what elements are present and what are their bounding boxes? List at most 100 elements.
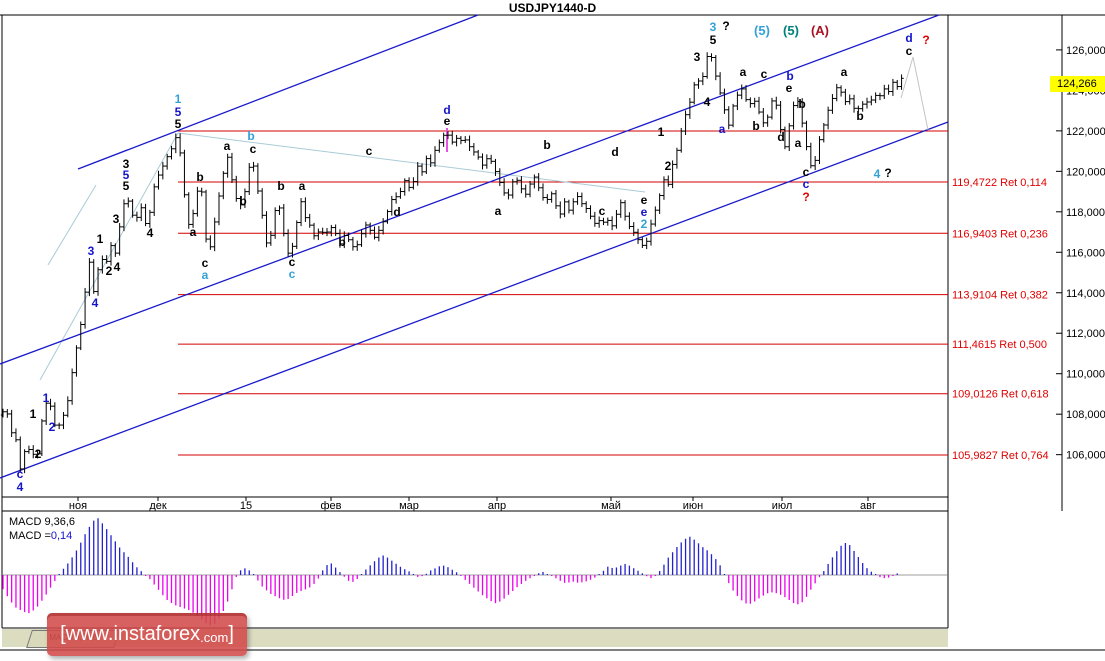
- wave-label: 2: [106, 264, 113, 278]
- wave-label: d: [393, 205, 400, 219]
- x-axis-label: фев: [320, 500, 341, 512]
- wave-label: b: [338, 235, 345, 249]
- wave-label: 1: [97, 232, 104, 246]
- wave-label: ?: [722, 19, 729, 33]
- wave-label: ?: [884, 166, 891, 180]
- y-axis-label: 118,000: [1066, 207, 1105, 219]
- y-axis-label: 108,000: [1066, 409, 1105, 421]
- chart-title: USDJPY1440-D: [508, 1, 597, 15]
- wave-label: a: [495, 204, 502, 218]
- wave-label: c: [803, 165, 810, 179]
- wave-label: 5: [123, 179, 130, 193]
- wave-label: ?: [802, 190, 809, 204]
- wave-label: b: [239, 194, 246, 208]
- wave-label: 2: [49, 420, 56, 434]
- fib-label: 105,9827 Ret 0,764: [952, 450, 1049, 462]
- x-axis-label: 15: [240, 500, 252, 512]
- y-axis-label: 122,000: [1066, 126, 1105, 138]
- wave-label: 3: [694, 50, 701, 64]
- macd-panel[interactable]: [2, 518, 947, 626]
- wave-label: b: [543, 138, 550, 152]
- x-axis-label: июл: [772, 500, 793, 512]
- wave-label: c: [366, 144, 373, 158]
- wave-label: 3: [123, 157, 130, 171]
- wave-label: 2: [641, 217, 648, 231]
- wave-label: c: [202, 256, 209, 270]
- fib-label: 111,4615 Ret 0,500: [952, 339, 1047, 351]
- wave-label: e: [641, 205, 648, 219]
- price-bars[interactable]: [0, 52, 904, 474]
- wave-label: a: [299, 179, 306, 193]
- wave-label: 2: [35, 447, 42, 461]
- wave-label: 4: [114, 260, 121, 274]
- y-axis: 126,000124,000122,000120,000118,000116,0…: [1056, 15, 1105, 511]
- wave-label: 5: [710, 33, 717, 47]
- wave-label: 1: [43, 391, 50, 405]
- x-axis-label: авг: [860, 500, 876, 512]
- wave-label: a: [795, 136, 802, 150]
- wave-label: 5: [175, 117, 182, 131]
- wave-label: a: [841, 65, 848, 79]
- wave-label: b: [247, 129, 254, 143]
- wave-label: ?: [922, 33, 929, 47]
- wave-label: 2: [665, 159, 672, 173]
- wave-label: c: [289, 267, 296, 281]
- wave-label: b: [196, 170, 203, 184]
- instaforex-watermark: [ www.instaforex .com ]: [47, 613, 247, 656]
- wave-label: e: [444, 114, 451, 128]
- wave-label: b: [277, 179, 284, 193]
- trend-channel-lines: [0, 14, 949, 479]
- wave-label: b: [752, 119, 759, 133]
- wave-label: 3: [88, 244, 95, 258]
- fib-label: 119,4722 Ret 0,114: [952, 177, 1047, 189]
- y-axis-label: 114,000: [1066, 288, 1105, 300]
- wave-label: a: [719, 122, 726, 136]
- x-axis-label: ноя: [69, 500, 87, 512]
- y-axis-label: 120,000: [1066, 166, 1105, 178]
- wave-label: c: [906, 44, 913, 58]
- fib-label: 116,9403 Ret 0,236: [952, 228, 1048, 240]
- wave-label: 1: [30, 407, 37, 421]
- wave-label: b: [798, 97, 805, 111]
- wave-label: d: [611, 145, 618, 159]
- wave-label: 4: [17, 480, 24, 494]
- wave-label: 5: [175, 105, 182, 119]
- x-axis-label: июн: [683, 500, 703, 512]
- wave-label: a: [224, 139, 231, 153]
- wave-label: a: [190, 225, 197, 239]
- wave-label: e: [786, 81, 793, 95]
- fib-label: 109,0126 Ret 0,618: [952, 389, 1049, 401]
- wave-label: 4: [704, 95, 711, 109]
- wave-label: 4: [92, 296, 99, 310]
- wave-label: c: [289, 255, 296, 269]
- wave-label: c: [250, 142, 257, 156]
- wave-label: e: [641, 193, 648, 207]
- x-axis: ноя дек 15 фев мар апр май июн июл авг: [69, 497, 876, 512]
- wave-label: 1: [175, 92, 182, 106]
- wave-label: 4: [147, 226, 154, 240]
- x-axis-label: май: [601, 500, 621, 512]
- fib-label: 113,9104 Ret 0,382: [952, 290, 1048, 302]
- macd-params-label: MACD 9,36,6: [9, 516, 76, 528]
- wave-label: c: [17, 467, 24, 481]
- macd-indicator-labels: MACD 9,36,6 MACD =0,14: [9, 515, 75, 543]
- x-axis-label: апр: [488, 500, 506, 512]
- current-price-badge: 124,266: [1050, 76, 1105, 92]
- wave-label: c: [599, 204, 606, 218]
- wave-label: a: [740, 65, 747, 79]
- x-axis-label: дек: [149, 500, 167, 512]
- wave-label: d: [443, 103, 450, 117]
- wave-label: a: [202, 268, 209, 282]
- wave-label: (A): [811, 23, 829, 38]
- wave-label: b: [786, 69, 793, 83]
- y-axis-label: 112,000: [1066, 328, 1105, 340]
- y-axis-label: 126,000: [1066, 45, 1105, 57]
- wave-label: (5): [783, 23, 799, 38]
- wave-label: 4: [874, 167, 881, 181]
- wave-label: (5): [754, 23, 770, 38]
- wave-label: d: [905, 31, 912, 45]
